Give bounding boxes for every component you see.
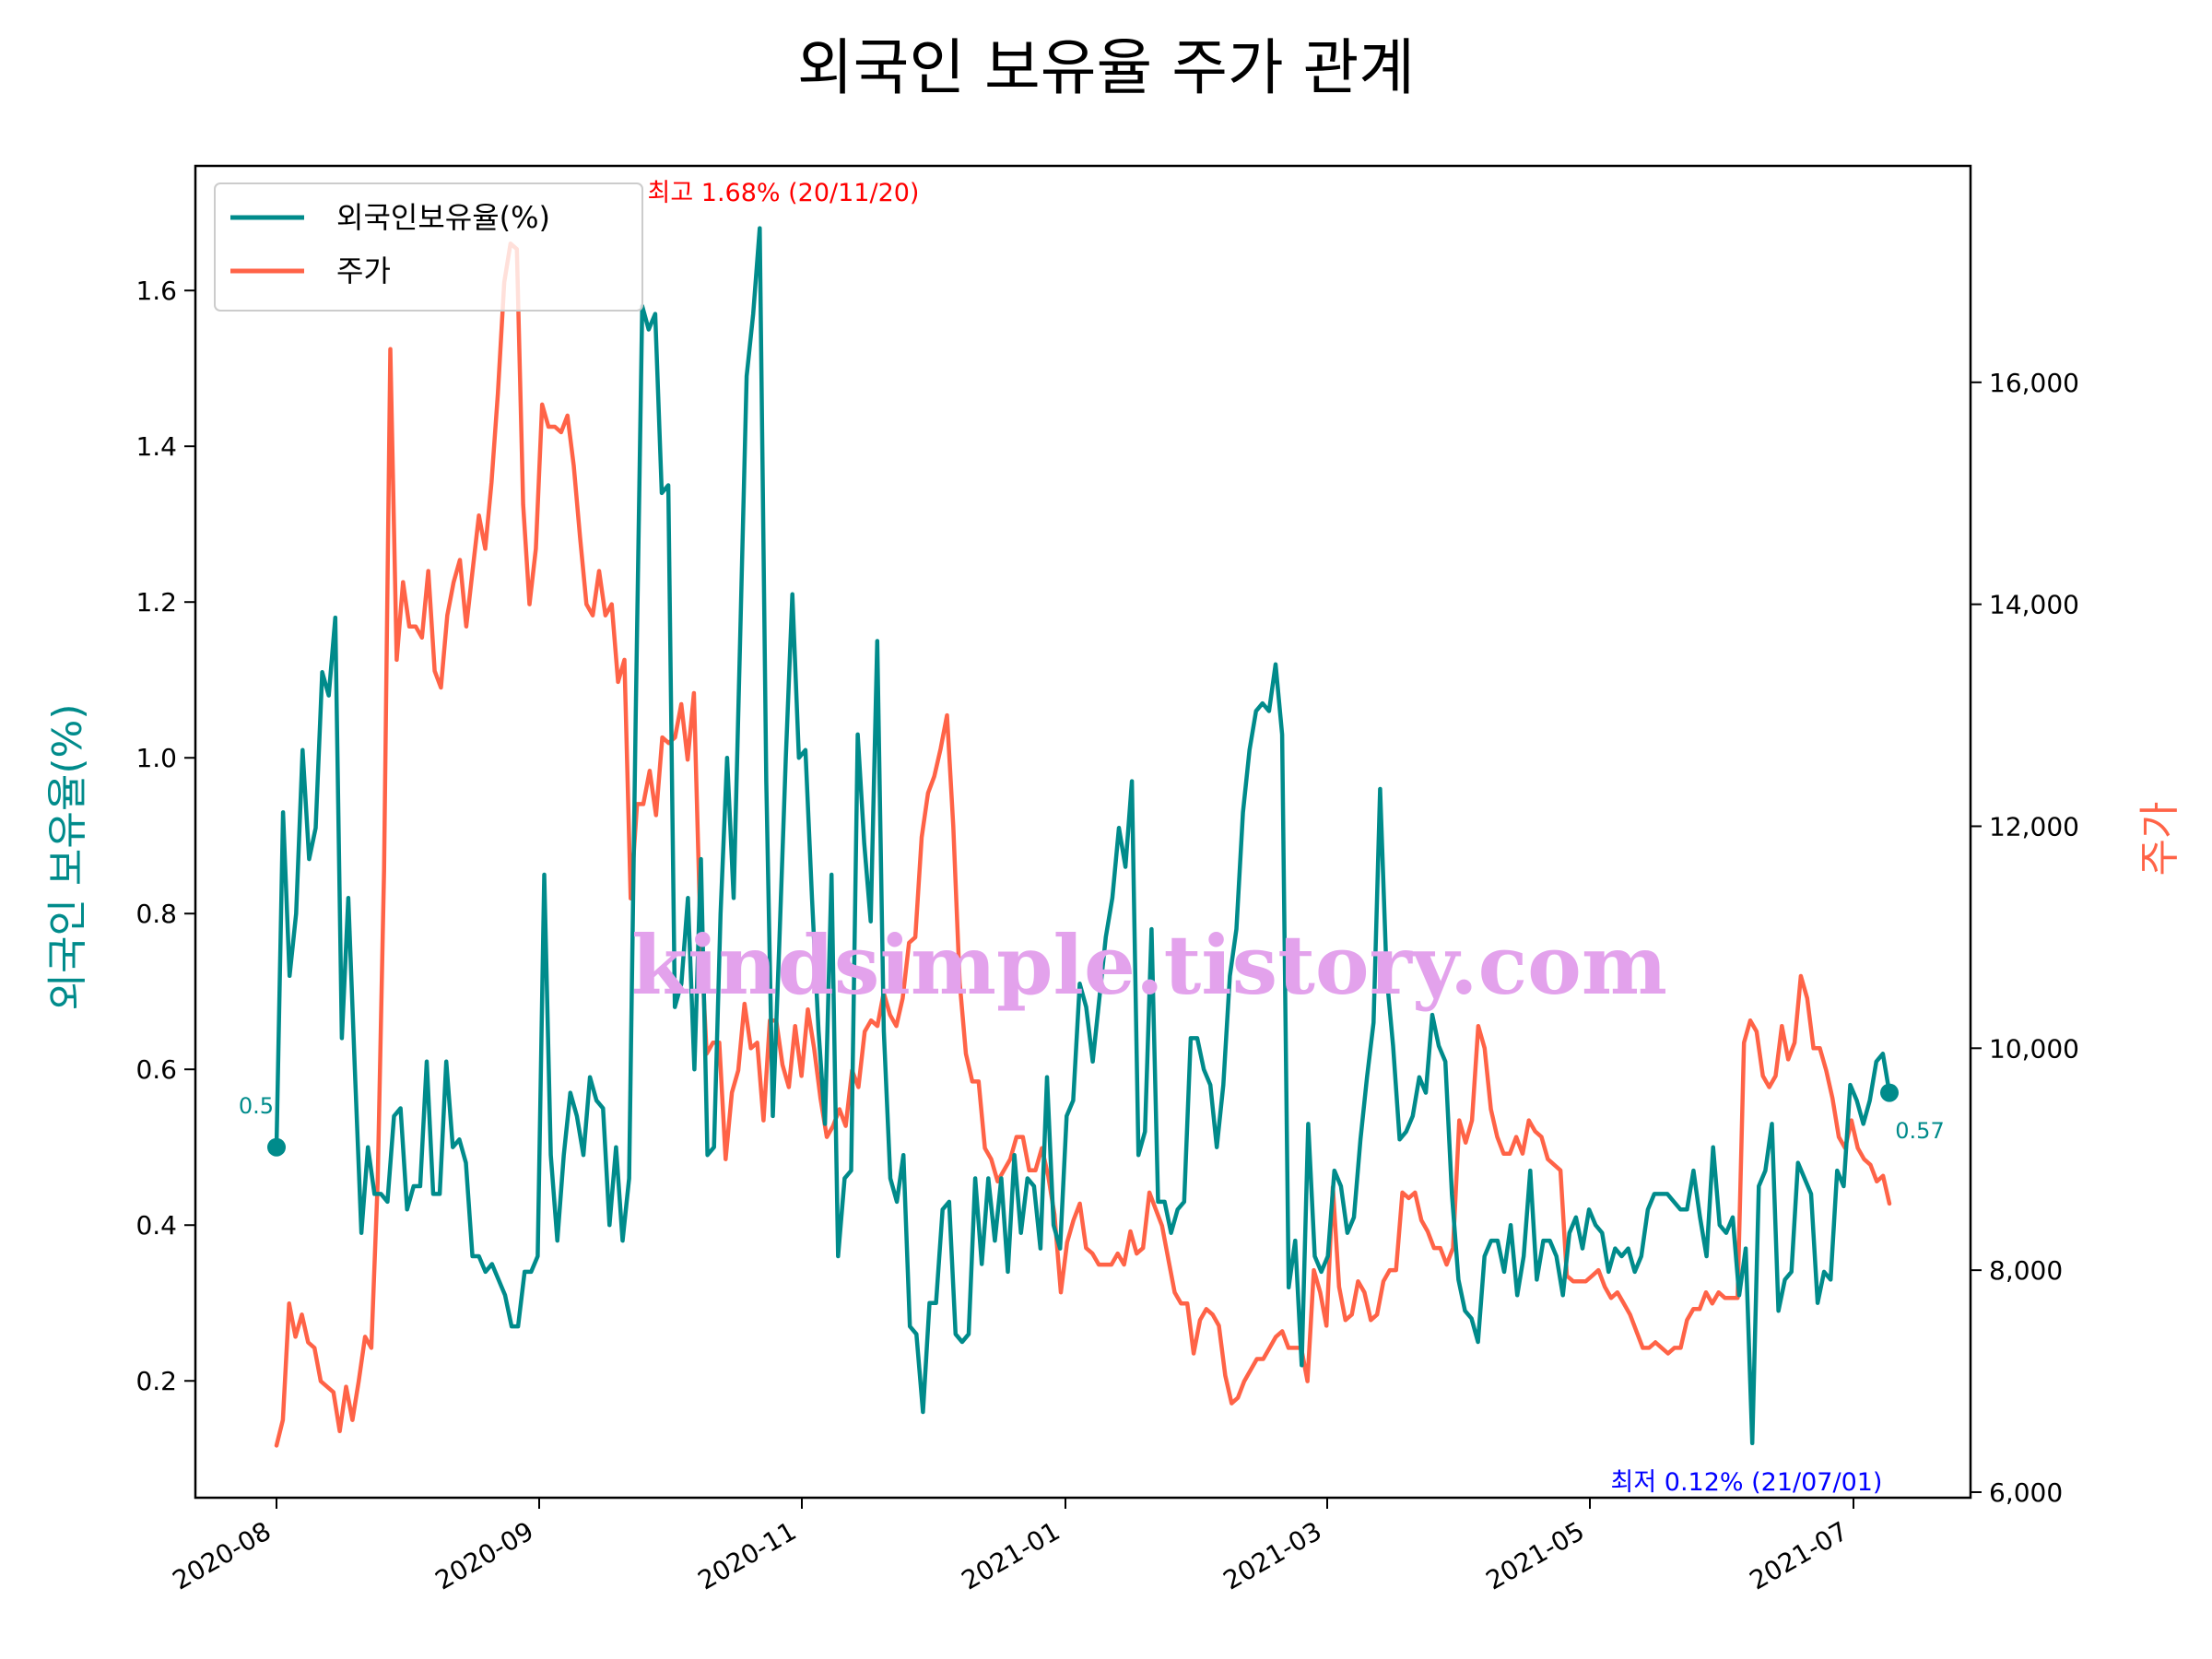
legend: 외국인보유율(%) 주가 <box>214 182 643 312</box>
legend-label-price: 주가 <box>336 253 391 288</box>
annotation-max: 최고 1.68% (20/11/20) <box>648 179 920 207</box>
y-left-tick-label: 0.2 <box>135 1366 177 1396</box>
y-left-tick-label: 0.6 <box>135 1054 177 1085</box>
y-axis-right: 6,000 8,000 10,000 12,000 14,000 16,000 <box>1971 368 2079 1508</box>
y-right-tick-label: 6,000 <box>1989 1477 2063 1508</box>
y-axis-right-label: 주가 <box>2136 802 2183 877</box>
series-line-price <box>274 241 1892 1448</box>
annotation-start-value: 0.5 <box>239 1093 274 1119</box>
y-right-tick-label: 16,000 <box>1989 368 2079 398</box>
series-lines <box>267 226 1899 1448</box>
legend-box <box>214 182 643 312</box>
legend-label-foreign: 외국인보유율(%) <box>336 200 550 235</box>
watermark: kindsimple.tistory.com <box>631 917 1667 1013</box>
y-left-tick-label: 0.4 <box>135 1210 177 1241</box>
y-right-tick-label: 10,000 <box>1989 1033 2079 1064</box>
y-right-tick-label: 14,000 <box>1989 590 2079 620</box>
y-axis-left-label: 외국인 보유율(%) <box>44 703 91 1010</box>
y-left-tick-label: 1.2 <box>135 587 177 618</box>
y-left-tick-label: 0.8 <box>135 899 177 929</box>
y-left-tick-label: 1.0 <box>135 743 177 773</box>
chart-title: 외국인 보유율 주가 관계 <box>797 32 1415 103</box>
annotation-min: 최저 0.12% (21/07/01) <box>1611 1468 1883 1497</box>
y-left-tick-label: 1.4 <box>135 431 177 462</box>
y-right-tick-label: 8,000 <box>1989 1255 2063 1286</box>
y-axis-left: 0.2 0.4 0.6 0.8 1.0 1.2 1.4 1.6 <box>135 276 195 1396</box>
plot-frame <box>194 164 1972 1500</box>
annotation-end-value: 0.57 <box>1895 1118 1944 1144</box>
series-line-foreign <box>274 226 1892 1446</box>
start-point-marker <box>267 1137 286 1157</box>
y-right-tick-label: 12,000 <box>1989 811 2079 841</box>
end-point-marker <box>1880 1083 1899 1102</box>
y-left-tick-label: 1.6 <box>135 276 177 306</box>
